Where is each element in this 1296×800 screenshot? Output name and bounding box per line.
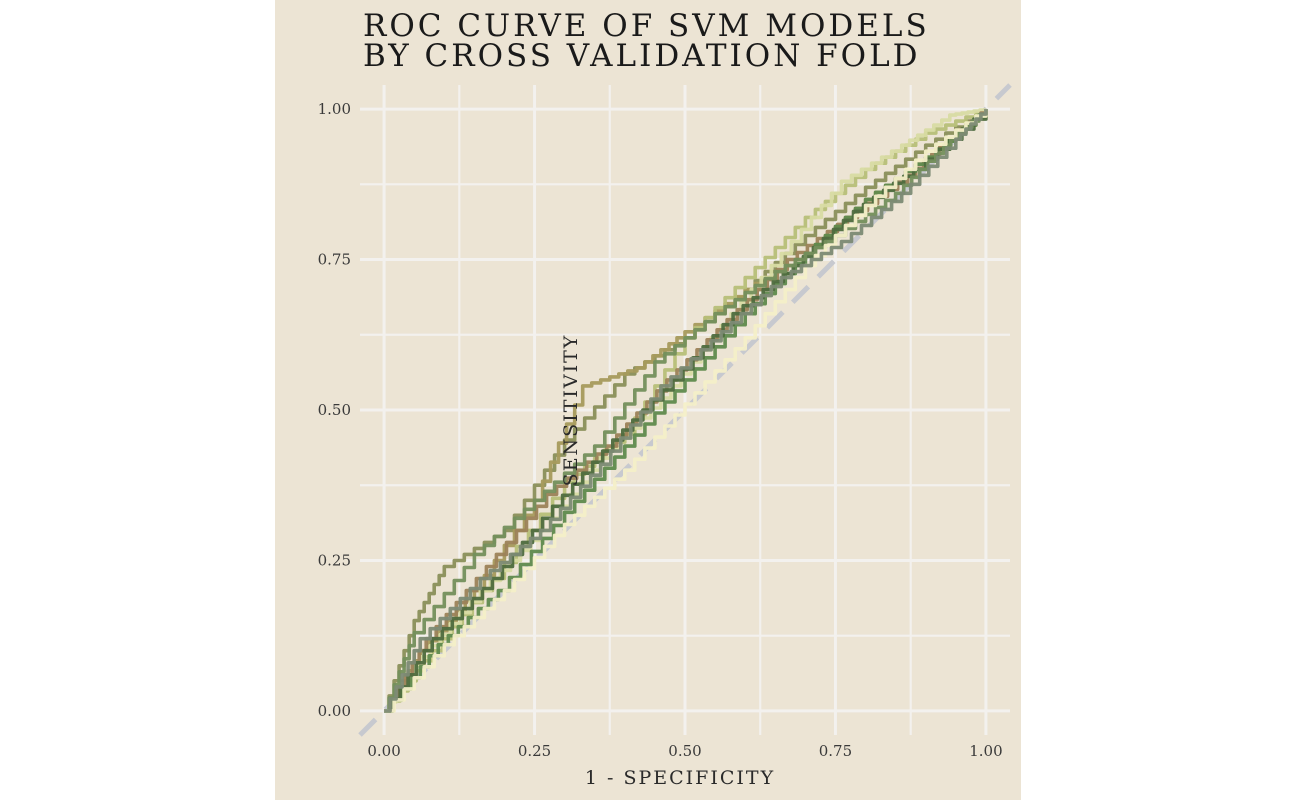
series-group bbox=[384, 108, 988, 713]
tick-labels: 0.00 0.25 0.50 0.75 1.00 0.00 0.25 0.50 0.75 1.00 bbox=[318, 100, 1003, 760]
x-tick-label: 0.50 bbox=[668, 742, 701, 760]
roc-series-8 bbox=[384, 109, 988, 713]
y-tick-label: 0.50 bbox=[318, 401, 351, 419]
roc-series-6 bbox=[384, 109, 988, 713]
x-axis-title: 1 - SPECIFICITY bbox=[585, 767, 775, 789]
y-tick-label: 0.00 bbox=[318, 702, 351, 720]
y-tick-label: 0.25 bbox=[318, 551, 351, 569]
x-tick-label: 1.00 bbox=[969, 742, 1002, 760]
chart-title-line-2: BY CROSS VALIDATION FOLD bbox=[363, 38, 921, 74]
roc-series-9 bbox=[384, 109, 988, 713]
x-tick-label: 0.00 bbox=[367, 742, 400, 760]
roc-chart: 0.00 0.25 0.50 0.75 1.00 0.00 0.25 0.50 0.75 1.00… bbox=[318, 83, 1012, 789]
y-tick-label: 1.00 bbox=[318, 100, 351, 118]
chart-title-line-1: ROC CURVE OF SVM MODELS bbox=[363, 8, 930, 44]
y-tick-label: 0.75 bbox=[318, 251, 351, 269]
roc-series-7 bbox=[384, 109, 988, 713]
roc-series-10 bbox=[384, 109, 988, 713]
y-axis-title: SENSITIVITY bbox=[560, 334, 582, 487]
plot-canvas: ROC CURVE OF SVM MODELS BY CROSS VALIDAT… bbox=[275, 0, 1021, 800]
x-tick-label: 0.25 bbox=[518, 742, 551, 760]
x-tick-label: 0.75 bbox=[819, 742, 852, 760]
